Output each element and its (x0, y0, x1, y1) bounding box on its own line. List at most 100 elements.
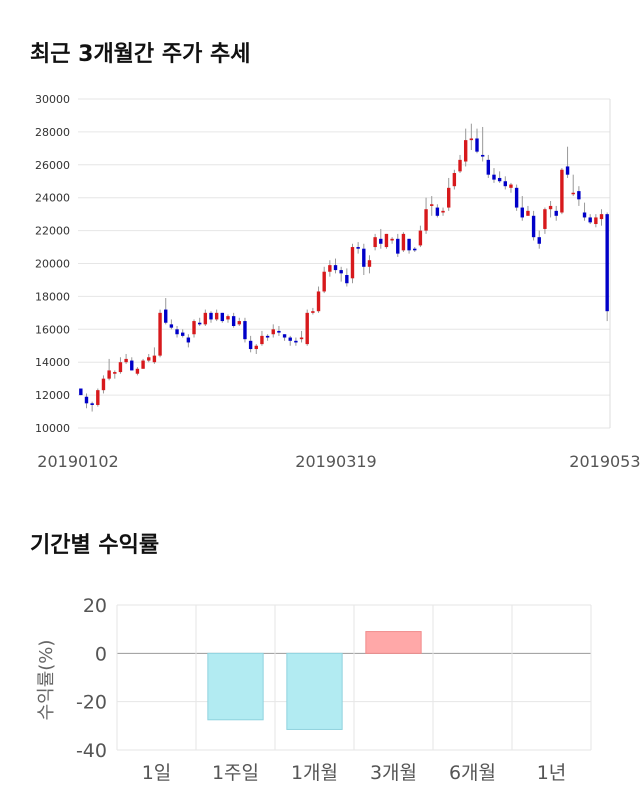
candle-body (492, 174, 496, 180)
returns-x-tick: 1주일 (212, 762, 259, 784)
candle-body (362, 248, 366, 267)
returns-x-tick: 6개월 (449, 762, 496, 784)
returns-x-tick: 1년 (537, 762, 567, 784)
candle-body (203, 312, 208, 325)
candle-body (531, 215, 536, 238)
candle-body (509, 184, 513, 188)
candle-body (356, 247, 360, 249)
candle-grid (78, 98, 611, 429)
candle-body (463, 140, 468, 162)
candle-y-tick: 24000 (35, 192, 70, 205)
candle-y-tick: 30000 (35, 93, 70, 106)
candle-body (560, 169, 564, 213)
returns-y-tick: -20 (76, 692, 107, 714)
candle-x-tick: 20190102 (37, 452, 118, 471)
candle-body (520, 207, 524, 218)
candle-body (299, 337, 304, 340)
candle-body (237, 321, 241, 325)
candle-body (350, 247, 355, 279)
candle-body (396, 238, 400, 254)
candle-body (322, 271, 326, 292)
candle-body (333, 265, 338, 271)
returns-x-tick: 1일 (142, 762, 172, 784)
candle-body (84, 396, 89, 404)
candle-body (186, 337, 191, 343)
candle-body (260, 335, 264, 345)
candle-body (565, 166, 570, 175)
candle-body (294, 340, 298, 343)
returns-y-tick: 20 (83, 595, 107, 617)
candle-body (311, 311, 315, 313)
candle-y-tick: 18000 (35, 290, 70, 303)
candle-body (447, 187, 451, 208)
candle-body (537, 237, 541, 244)
candle-body (475, 138, 479, 152)
candle-body (543, 209, 547, 229)
candle-body (430, 204, 434, 206)
candle-body (390, 238, 394, 241)
candle-body (384, 233, 389, 248)
candle-y-axis: 10000 12000 14000 16000 18000 20000 22000 24000… (35, 93, 70, 435)
candle-body (282, 334, 287, 338)
returns-y-label: 수익률(%) (36, 640, 57, 721)
candle-body (413, 248, 417, 251)
candle-body (254, 345, 258, 350)
candle-body (197, 322, 202, 325)
candle-body (588, 217, 592, 223)
candle-marks (79, 123, 609, 412)
candle-body (214, 312, 219, 320)
candle-body (548, 205, 553, 210)
candle-body (271, 329, 275, 335)
candle-body (164, 309, 168, 323)
candle-body (231, 316, 236, 327)
candle-body (328, 265, 332, 272)
candle-body (248, 340, 253, 350)
returns-bar (286, 652, 343, 730)
candle-body (418, 230, 423, 246)
candle-y-tick: 26000 (35, 159, 70, 172)
returns-x-tick: 3개월 (370, 762, 417, 784)
candlestick-chart: 10000 12000 14000 16000 18000 20000 22000 24000… (35, 93, 640, 471)
candle-body (265, 335, 270, 338)
candle-body (458, 159, 462, 172)
candle-body (124, 358, 128, 363)
candle-body (424, 209, 428, 231)
candle-body (469, 138, 474, 141)
candle-body (113, 372, 117, 374)
returns-x-tick: 1개월 (291, 762, 338, 784)
candle-x-tick: 20190319 (295, 452, 376, 471)
candle-body (345, 275, 349, 284)
candle-body (130, 360, 134, 371)
candle-y-tick: 16000 (35, 323, 70, 336)
candle-body (339, 270, 343, 274)
candle-y-tick: 28000 (35, 126, 70, 139)
candle-y-tick: 12000 (35, 389, 70, 402)
candle-body (486, 159, 491, 175)
returns-bar (365, 631, 422, 654)
candle-body (141, 360, 145, 369)
candle-body (277, 330, 281, 333)
candle-body (169, 324, 174, 328)
returns-y-tick: 0 (95, 643, 107, 665)
candle-body (209, 312, 213, 320)
candle-body (107, 370, 111, 379)
candle-body (480, 154, 485, 157)
candle-body (147, 357, 151, 361)
price-trend-title: 최근 3개월간 주가 추세 (30, 42, 251, 67)
candle-body (181, 332, 185, 336)
candle-y-tick: 14000 (35, 356, 70, 369)
candle-y-tick: 10000 (35, 422, 70, 435)
candle-body (577, 191, 581, 200)
candle-body (452, 173, 457, 187)
candle-body (401, 233, 406, 251)
candle-body (373, 237, 377, 248)
candle-body (288, 337, 292, 341)
candle-body (243, 321, 247, 340)
candle-body (367, 260, 372, 267)
candle-body (497, 177, 502, 182)
candle-x-axis: 20190102 20190319 20190530 (37, 452, 640, 471)
candle-body (526, 210, 530, 216)
candle-body (379, 238, 383, 244)
returns-bar (207, 652, 264, 721)
